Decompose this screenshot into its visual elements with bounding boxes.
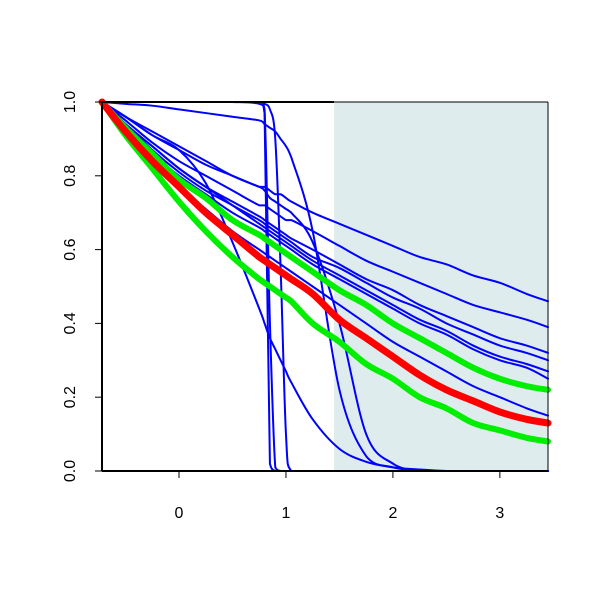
green-series-line-15	[99, 99, 551, 445]
x-tick-label: 3	[495, 505, 504, 522]
shaded-region	[334, 102, 548, 471]
y-tick-label: 0.6	[62, 238, 79, 260]
blue-series-line-5	[101, 101, 549, 373]
y-tick-label: 1.0	[62, 91, 79, 113]
x-tick-label: 2	[388, 505, 397, 522]
blue-series-line-1	[101, 101, 549, 303]
axes-layer: 0 1 2 3 0.0 0.2 0.4 0.6 0.8 1.0	[62, 91, 549, 522]
y-tick-label: 0.2	[62, 386, 79, 408]
y-tick-label: 0.4	[62, 312, 79, 334]
blue-series-line-4	[101, 101, 549, 362]
x-tick-label: 0	[175, 505, 184, 522]
y-tick-label: 0.8	[62, 165, 79, 187]
y-tick-label: 0.0	[62, 460, 79, 482]
x-tick-label: 1	[282, 505, 291, 522]
red-series-line-16	[98, 98, 552, 427]
green-series-line-14	[99, 99, 551, 393]
